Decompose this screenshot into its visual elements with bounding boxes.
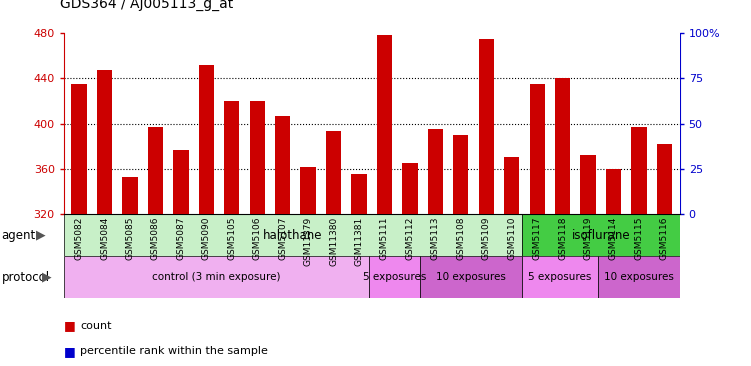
Text: GDS364 / AJ005113_g_at: GDS364 / AJ005113_g_at: [60, 0, 234, 11]
Bar: [428, 129, 443, 214]
Text: 5 exposures: 5 exposures: [363, 272, 427, 282]
Text: 5 exposures: 5 exposures: [529, 272, 592, 282]
Text: percentile rank within the sample: percentile rank within the sample: [80, 346, 268, 356]
Bar: [599, 256, 680, 298]
Bar: [351, 175, 366, 214]
Text: ▶: ▶: [36, 229, 46, 242]
Bar: [326, 131, 341, 214]
Bar: [504, 157, 520, 214]
Bar: [606, 169, 621, 214]
Bar: [64, 256, 369, 298]
Bar: [522, 214, 680, 256]
Bar: [657, 144, 672, 214]
Bar: [529, 84, 544, 214]
Bar: [173, 150, 189, 214]
Bar: [632, 127, 647, 214]
Text: ▶: ▶: [42, 271, 52, 284]
Bar: [522, 256, 599, 298]
Text: protocol: protocol: [2, 271, 50, 284]
Text: halothane: halothane: [263, 229, 323, 242]
Text: control (3 min exposure): control (3 min exposure): [152, 272, 281, 282]
Bar: [377, 35, 392, 214]
Bar: [369, 256, 420, 298]
Text: 10 exposures: 10 exposures: [604, 272, 674, 282]
Bar: [453, 135, 469, 214]
Text: count: count: [80, 321, 112, 331]
Bar: [249, 101, 265, 214]
Bar: [71, 84, 86, 214]
Bar: [478, 38, 494, 214]
Bar: [275, 116, 291, 214]
Bar: [403, 163, 418, 214]
Bar: [224, 101, 240, 214]
Text: ■: ■: [64, 345, 76, 358]
Text: isoflurane: isoflurane: [572, 229, 630, 242]
Bar: [97, 70, 112, 214]
Bar: [300, 167, 315, 214]
Bar: [122, 177, 137, 214]
Bar: [148, 127, 163, 214]
Text: 10 exposures: 10 exposures: [436, 272, 506, 282]
Bar: [199, 65, 214, 214]
Bar: [555, 78, 570, 214]
Text: ■: ■: [64, 319, 76, 332]
Text: agent: agent: [2, 229, 36, 242]
Bar: [420, 256, 522, 298]
Bar: [581, 155, 596, 214]
Bar: [64, 214, 522, 256]
